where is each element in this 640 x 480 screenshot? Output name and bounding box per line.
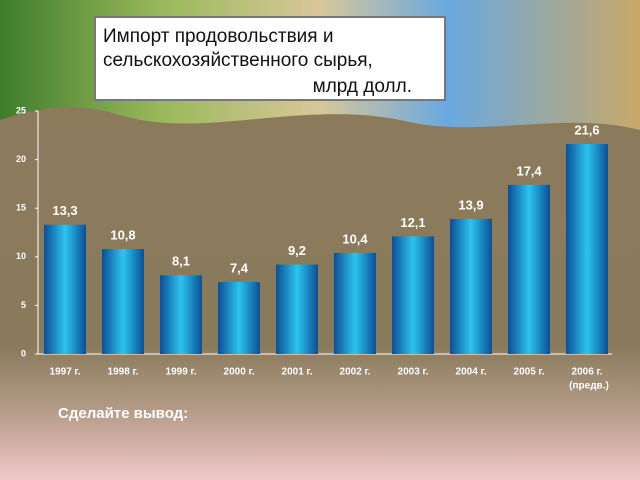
category-annotation: (предв.) xyxy=(569,381,609,392)
value-label: 21,6 xyxy=(574,122,599,137)
x-tick-label: 2005 г. xyxy=(514,367,545,378)
x-tick-label: 2006 г. xyxy=(572,367,603,378)
x-tick-label: 2001 г. xyxy=(282,367,313,378)
x-tick-label: 1998 г. xyxy=(108,367,139,378)
title-line: млрд долл. xyxy=(313,76,412,97)
value-label: 13,3 xyxy=(52,203,77,218)
y-tick-label: 15 xyxy=(16,203,26,213)
y-tick-label: 20 xyxy=(16,154,26,164)
y-tick-label: 25 xyxy=(16,105,26,115)
x-tick-label: 2004 г. xyxy=(456,367,487,378)
value-label: 10,8 xyxy=(110,227,135,242)
value-label: 7,4 xyxy=(230,261,249,276)
y-tick-label: 10 xyxy=(16,251,26,261)
value-label: 8,1 xyxy=(172,254,190,269)
x-tick-label: 1997 г. xyxy=(50,367,81,378)
value-label: 12,1 xyxy=(400,215,425,230)
title-line: сельскохозяйственного сырья, xyxy=(103,50,373,71)
title-box xyxy=(94,16,446,101)
value-label: 17,4 xyxy=(516,163,542,178)
x-tick-label: 2002 г. xyxy=(340,367,371,378)
bar xyxy=(218,282,260,354)
bar xyxy=(334,252,376,354)
x-tick-label: 2000 г. xyxy=(224,367,255,378)
bar xyxy=(160,275,202,354)
bar xyxy=(392,236,434,354)
title: Импорт продовольствия и сельскохозяйстве… xyxy=(103,26,412,97)
bar xyxy=(44,224,86,354)
bar xyxy=(566,144,608,354)
x-tick-label: 2003 г. xyxy=(398,367,429,378)
title-line: Импорт продовольствия и xyxy=(103,26,333,47)
y-tick-label: 0 xyxy=(21,348,26,358)
value-label: 10,4 xyxy=(342,231,368,246)
value-label: 13,9 xyxy=(458,197,483,212)
bar xyxy=(276,264,318,354)
value-label: 9,2 xyxy=(288,243,306,258)
prompt: Сделайте вывод: xyxy=(58,405,188,422)
bar xyxy=(450,218,492,354)
bar xyxy=(508,184,550,354)
bar xyxy=(102,249,144,354)
x-tick-label: 1999 г. xyxy=(166,367,197,378)
y-tick-label: 5 xyxy=(21,300,26,310)
